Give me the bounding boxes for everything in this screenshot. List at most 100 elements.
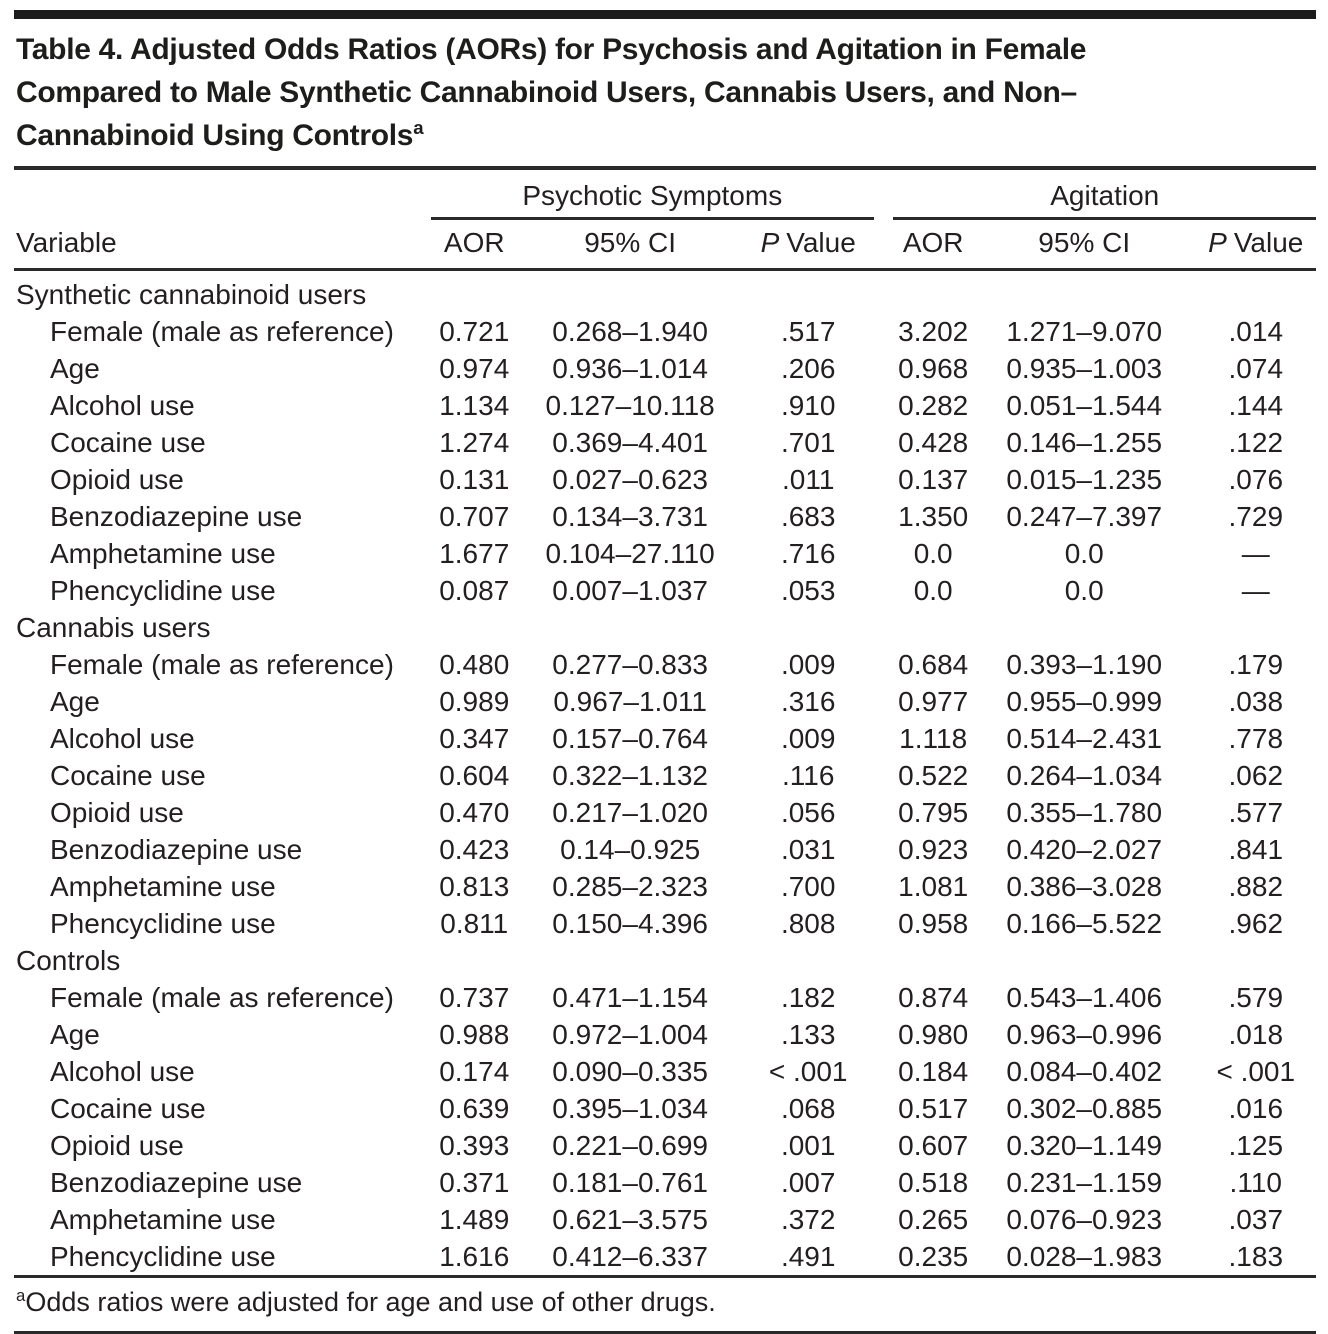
psych-pvalue-cell: .701 xyxy=(780,427,836,458)
psych-aor-cell: 1.677 xyxy=(439,538,510,569)
column-gap-cell xyxy=(874,1238,894,1277)
psych-ci-cell: 0.027–0.623 xyxy=(552,464,709,495)
agit-ci-cell: 1.271–9.070 xyxy=(1006,316,1163,347)
psych-pvalue-cell: .068 xyxy=(780,1093,836,1124)
column-gap-cell xyxy=(874,905,894,942)
psych-aor-cell: 0.988 xyxy=(439,1019,510,1050)
table-body: Synthetic cannabinoid users Female (male … xyxy=(14,270,1316,1277)
psych-pvalue-cell: .716 xyxy=(780,538,836,569)
table-row: Amphetamine use 1.677 0.104–27.110 .716 0.0 0… xyxy=(14,535,1316,572)
table-row: Benzodiazepine use 0.423 0.14–0.925 .031 0.9… xyxy=(14,831,1316,868)
section-row: Controls xyxy=(14,942,1316,979)
agit-ci-cell: 0.247–7.397 xyxy=(1006,501,1163,532)
agit-aor-cell: 0.137 xyxy=(898,464,969,495)
footnote-text: Odds ratios were adjusted for age and us… xyxy=(25,1287,716,1317)
agit-ci-cell: 0.028–1.983 xyxy=(1006,1241,1163,1272)
agit-ci-cell: 0.935–1.003 xyxy=(1006,353,1163,384)
column-gap-cell xyxy=(874,794,894,831)
psych-ci-cell: 0.369–4.401 xyxy=(552,427,709,458)
agit-aor-cell: 0.518 xyxy=(898,1167,969,1198)
col-agit-pvalue: P Value xyxy=(1195,218,1316,271)
variable-cell: Opioid use xyxy=(50,464,184,495)
agit-aor-cell: 0.235 xyxy=(898,1241,969,1272)
column-gap-cell xyxy=(874,1090,894,1127)
psych-pvalue-cell: .910 xyxy=(780,390,836,421)
column-gap-cell xyxy=(874,831,894,868)
psych-pvalue-cell: .116 xyxy=(781,760,835,791)
agit-aor-cell: 0.980 xyxy=(898,1019,969,1050)
column-gap-cell xyxy=(874,868,894,905)
psych-pvalue-cell: < .001 xyxy=(768,1056,848,1087)
table-row: Age 0.974 0.936–1.014 .206 0.968 0.935–1.003.… xyxy=(14,350,1316,387)
column-gap-cell xyxy=(874,572,894,609)
column-gap-cell xyxy=(874,1164,894,1201)
psych-ci-cell: 0.150–4.396 xyxy=(552,908,709,939)
agit-pvalue-cell: .122 xyxy=(1228,427,1284,458)
agit-aor-cell: 0.923 xyxy=(898,834,969,865)
agit-pvalue-cell: .062 xyxy=(1228,760,1284,791)
table-row: Benzodiazepine use 0.707 0.134–3.731 .683 1.… xyxy=(14,498,1316,535)
variable-cell: Phencyclidine use xyxy=(50,908,276,939)
agit-pvalue-cell: .179 xyxy=(1228,649,1284,680)
agit-aor-cell: 0.282 xyxy=(898,390,969,421)
agit-ci-cell: 0.084–0.402 xyxy=(1006,1056,1163,1087)
column-gap-cell xyxy=(874,1053,894,1090)
group-gap xyxy=(874,168,894,219)
agit-pvalue-cell: .144 xyxy=(1228,390,1284,421)
psych-ci-cell: 0.221–0.699 xyxy=(552,1130,709,1161)
psych-aor-cell: 0.423 xyxy=(439,834,510,865)
psych-aor-cell: 0.393 xyxy=(439,1130,510,1161)
agit-pvalue-cell: .125 xyxy=(1228,1130,1284,1161)
column-gap-cell xyxy=(874,313,894,350)
col-agit-aor: AOR xyxy=(893,218,973,271)
p-rest: Value xyxy=(1233,227,1304,258)
psych-pvalue-cell: .031 xyxy=(780,834,836,865)
psych-aor-cell: 0.174 xyxy=(439,1056,510,1087)
agit-pvalue-cell: .579 xyxy=(1228,982,1284,1013)
variable-cell: Amphetamine use xyxy=(50,538,276,569)
psych-ci-cell: 0.322–1.132 xyxy=(552,760,709,791)
column-gap-cell xyxy=(874,979,894,1016)
variable-cell: Age xyxy=(50,686,100,717)
agit-aor-cell: 1.081 xyxy=(898,871,969,902)
agit-aor-cell: 3.202 xyxy=(898,316,969,347)
table-row: Cocaine use 0.639 0.395–1.034 .068 0.517 0.30… xyxy=(14,1090,1316,1127)
table-row: Amphetamine use 1.489 0.621–3.575 .372 0.265… xyxy=(14,1201,1316,1238)
psych-aor-cell: 0.604 xyxy=(439,760,510,791)
column-gap-cell xyxy=(874,387,894,424)
p-italic: P xyxy=(760,227,780,258)
title-line-2: Compared to Male Synthetic Cannabinoid U… xyxy=(16,76,1077,109)
table-row: Opioid use 0.131 0.027–0.623 .011 0.137 0.015… xyxy=(14,461,1316,498)
agit-aor-cell: 0.958 xyxy=(898,908,969,939)
column-gap-cell xyxy=(874,1127,894,1164)
table-row: Phencyclidine use 1.616 0.412–6.337 .491 0.2… xyxy=(14,1238,1316,1277)
section-header: Synthetic cannabinoid users xyxy=(16,279,367,310)
table-row: Opioid use 0.470 0.217–1.020 .056 0.795 0.355… xyxy=(14,794,1316,831)
psych-pvalue-cell: .206 xyxy=(780,353,836,384)
agit-ci-cell: 0.514–2.431 xyxy=(1006,723,1163,754)
psych-ci-cell: 0.967–1.011 xyxy=(553,686,707,717)
psych-ci-cell: 0.134–3.731 xyxy=(552,501,709,532)
table-row: Phencyclidine use 0.811 0.150–4.396 .808 0.9… xyxy=(14,905,1316,942)
header-gap xyxy=(873,218,894,271)
title-line-3: Cannabinoid Using Controlsa xyxy=(16,114,1316,157)
variable-cell: Cocaine use xyxy=(50,760,206,791)
agit-ci-cell: 0.166–5.522 xyxy=(1006,908,1163,939)
psych-aor-cell: 0.813 xyxy=(439,871,510,902)
agit-pvalue-cell: .014 xyxy=(1228,316,1284,347)
agit-ci-cell: 0.355–1.780 xyxy=(1006,797,1163,828)
psych-pvalue-cell: .316 xyxy=(780,686,836,717)
agit-ci-cell: 0.386–3.028 xyxy=(1006,871,1163,902)
group-psychotic-symptoms: Psychotic Symptoms xyxy=(430,168,874,220)
psych-aor-cell: 0.721 xyxy=(439,316,510,347)
agit-pvalue-cell: .962 xyxy=(1228,908,1284,939)
table-footer: aOdds ratios were adjusted for age and u… xyxy=(14,1275,1316,1334)
psych-pvalue-cell: .001 xyxy=(780,1130,836,1161)
agit-ci-cell: 0.963–0.996 xyxy=(1006,1019,1163,1050)
psych-aor-cell: 0.371 xyxy=(439,1167,510,1198)
variable-cell: Phencyclidine use xyxy=(50,575,276,606)
psych-ci-cell: 0.090–0.335 xyxy=(552,1056,709,1087)
column-gap-cell xyxy=(874,350,894,387)
psych-aor-cell: 0.737 xyxy=(439,982,510,1013)
